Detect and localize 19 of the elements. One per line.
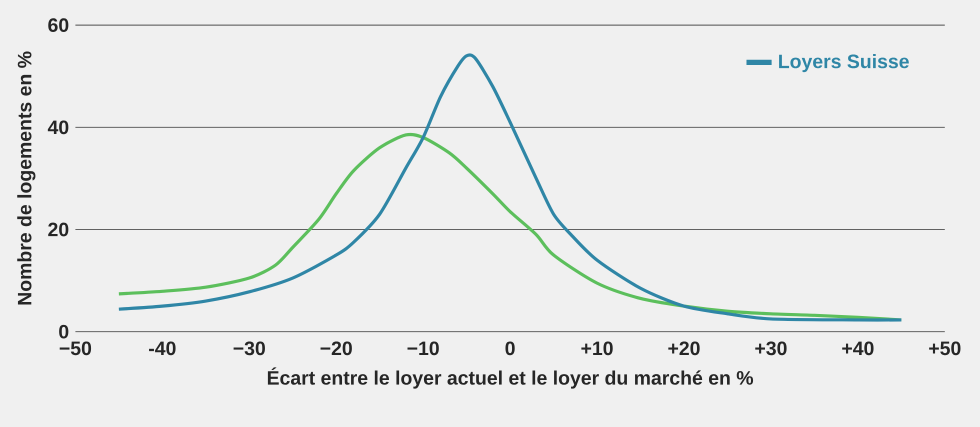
x-tick-label: −20 bbox=[320, 341, 352, 356]
y-tick-label: 20 bbox=[48, 222, 68, 236]
legend-label: Loyers Suisse bbox=[779, 54, 909, 72]
x-tick-label: +10 bbox=[581, 341, 613, 356]
x-tick-label: 0 bbox=[505, 341, 515, 356]
x-tick-label: −10 bbox=[407, 341, 439, 356]
line-series bbox=[117, 132, 903, 322]
x-tick-label: −30 bbox=[234, 341, 265, 356]
y-axis-title: Nombre de logements en % bbox=[17, 51, 36, 304]
x-tick-label: +40 bbox=[842, 341, 874, 356]
x-tick-label: +30 bbox=[755, 341, 787, 356]
y-tick-label: 0 bbox=[59, 324, 68, 338]
x-tick-label: +50 bbox=[929, 341, 960, 356]
x-tick-label: +20 bbox=[668, 341, 700, 356]
y-tick-label: 40 bbox=[48, 120, 68, 134]
x-tick-label: -40 bbox=[149, 341, 176, 356]
x-axis-title: Écart entre le loyer actuel et le loyer du marché en % bbox=[268, 367, 754, 389]
x-tick-label: −50 bbox=[60, 341, 92, 356]
y-tick-label: 60 bbox=[48, 18, 68, 32]
